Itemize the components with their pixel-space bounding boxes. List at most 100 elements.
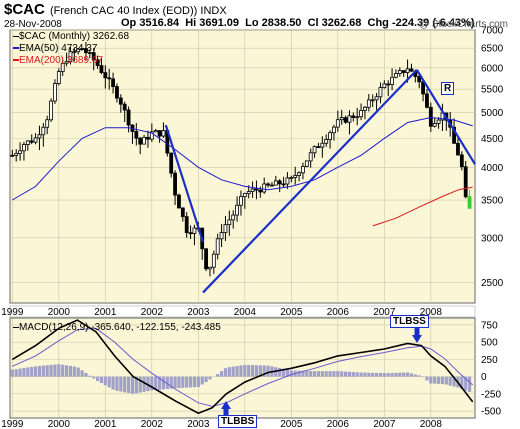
price-tick-label: 6500	[481, 44, 504, 55]
candle-body	[320, 142, 325, 148]
macd-histogram-bar	[247, 365, 251, 377]
candle-body	[122, 103, 127, 111]
candle-body	[14, 152, 19, 156]
candle-body	[425, 93, 429, 108]
year-tick-label: 2008	[420, 307, 443, 318]
candle-body	[115, 86, 119, 99]
macd-histogram-bar	[223, 368, 228, 377]
macd-histogram-bar	[351, 372, 355, 377]
macd-histogram-bar	[150, 376, 154, 391]
price-tick-label: 3000	[481, 233, 504, 244]
candle-body	[401, 70, 406, 73]
candle-body	[270, 184, 274, 187]
candle-body	[301, 166, 305, 174]
candle-body	[68, 51, 73, 63]
trendline	[415, 69, 476, 165]
candle-body	[285, 177, 290, 185]
year-tick-label: 2004	[234, 307, 257, 318]
candle-body	[41, 126, 46, 136]
macd-histogram-bar	[433, 376, 437, 384]
macd-histogram-bar	[409, 373, 414, 377]
candle-body	[188, 232, 193, 235]
candle-body	[347, 115, 352, 123]
candle-body	[351, 115, 356, 118]
year-tick-label: 2002	[141, 307, 164, 318]
macd-histogram-bar	[227, 367, 231, 377]
candle-body	[184, 216, 189, 234]
candle-body	[211, 253, 216, 268]
macd-histogram-bar	[30, 366, 34, 377]
candle-body	[428, 106, 433, 127]
macd-histogram-bar	[405, 372, 410, 377]
macd-histogram-bar	[200, 376, 204, 385]
macd-histogram-bar	[440, 376, 445, 385]
macd-histogram-bar	[53, 364, 57, 377]
candle-body	[239, 196, 243, 206]
candle-body	[219, 232, 224, 240]
candle-body	[378, 87, 383, 98]
legend-ema50-label: EMA(50) 4734.37	[19, 43, 98, 54]
macd-tick-label: -250	[481, 389, 501, 400]
candle-body	[246, 191, 251, 194]
macd-histogram-bar	[332, 371, 336, 377]
candle-body	[227, 219, 232, 226]
macd-histogram-bar	[99, 376, 104, 384]
macd-histogram-group	[10, 364, 472, 394]
macd-histogram-bar	[309, 370, 313, 377]
candle-body	[382, 83, 387, 88]
price-tick-label: 5000	[481, 108, 504, 119]
credit-text: @ StockCharts.com	[418, 19, 508, 30]
price-tick-label: 5500	[481, 85, 504, 96]
macd-histogram-bar	[398, 372, 402, 377]
annotation-tlbss: TLBSS	[390, 315, 429, 328]
macd-histogram-bar	[452, 376, 456, 387]
candle-body	[339, 117, 344, 121]
tlbbs-arrow	[221, 401, 231, 409]
macd-histogram-bar	[64, 365, 69, 377]
macd-histogram-bar	[402, 372, 406, 377]
candle-body	[204, 248, 208, 270]
candle-body	[332, 126, 336, 134]
trendline	[202, 69, 418, 294]
candle-body	[436, 119, 441, 124]
macd-histogram-bar	[243, 364, 247, 377]
year-tick-label: 2006	[327, 307, 350, 318]
candle-body	[10, 154, 15, 157]
macd-histogram-bar	[367, 372, 371, 377]
candle-body	[281, 183, 286, 186]
legend-ema50: EMA(50) 4734.37	[13, 43, 129, 55]
macd-tick-label: 500	[481, 338, 498, 349]
macd-histogram-bar	[262, 365, 266, 377]
year-tick-label-bottom: 2005	[280, 419, 303, 429]
tlbbs-arrow-shaft	[223, 408, 229, 416]
macd-histogram-bar	[185, 376, 189, 388]
macd-histogram-bar	[84, 372, 88, 377]
macd-histogram-bar	[390, 372, 394, 377]
tlbss-arrow	[412, 335, 422, 343]
macd-histogram-bar	[324, 371, 328, 377]
macd-histogram-bar	[138, 376, 142, 393]
macd-histogram-bar	[14, 369, 18, 377]
chart-date: 28-Nov-2008	[4, 19, 62, 30]
macd-histogram-bar	[421, 376, 425, 378]
macd-histogram-bar	[305, 370, 309, 377]
year-tick-label-bottom: 2001	[94, 419, 117, 429]
legend-ema200: EMA(200) 3689.67	[13, 55, 129, 67]
candle-body	[335, 119, 340, 128]
macd-histogram-bar	[266, 365, 270, 377]
candle-body	[76, 48, 81, 53]
macd-histogram-bar	[425, 376, 429, 381]
macd-histogram-bar	[239, 365, 243, 377]
candle-body	[138, 137, 143, 145]
macd-histogram-bar	[196, 376, 200, 387]
candle-body	[312, 146, 317, 154]
macd-tick-label: -500	[481, 407, 501, 418]
candle-body	[153, 130, 158, 133]
macd-histogram-bar	[448, 376, 452, 386]
macd-line	[11, 319, 474, 415]
macd-tick-label: 250	[481, 355, 498, 366]
candle-body	[273, 180, 278, 186]
macd-histogram-bar	[378, 373, 383, 377]
macd-histogram-bar	[169, 376, 173, 389]
